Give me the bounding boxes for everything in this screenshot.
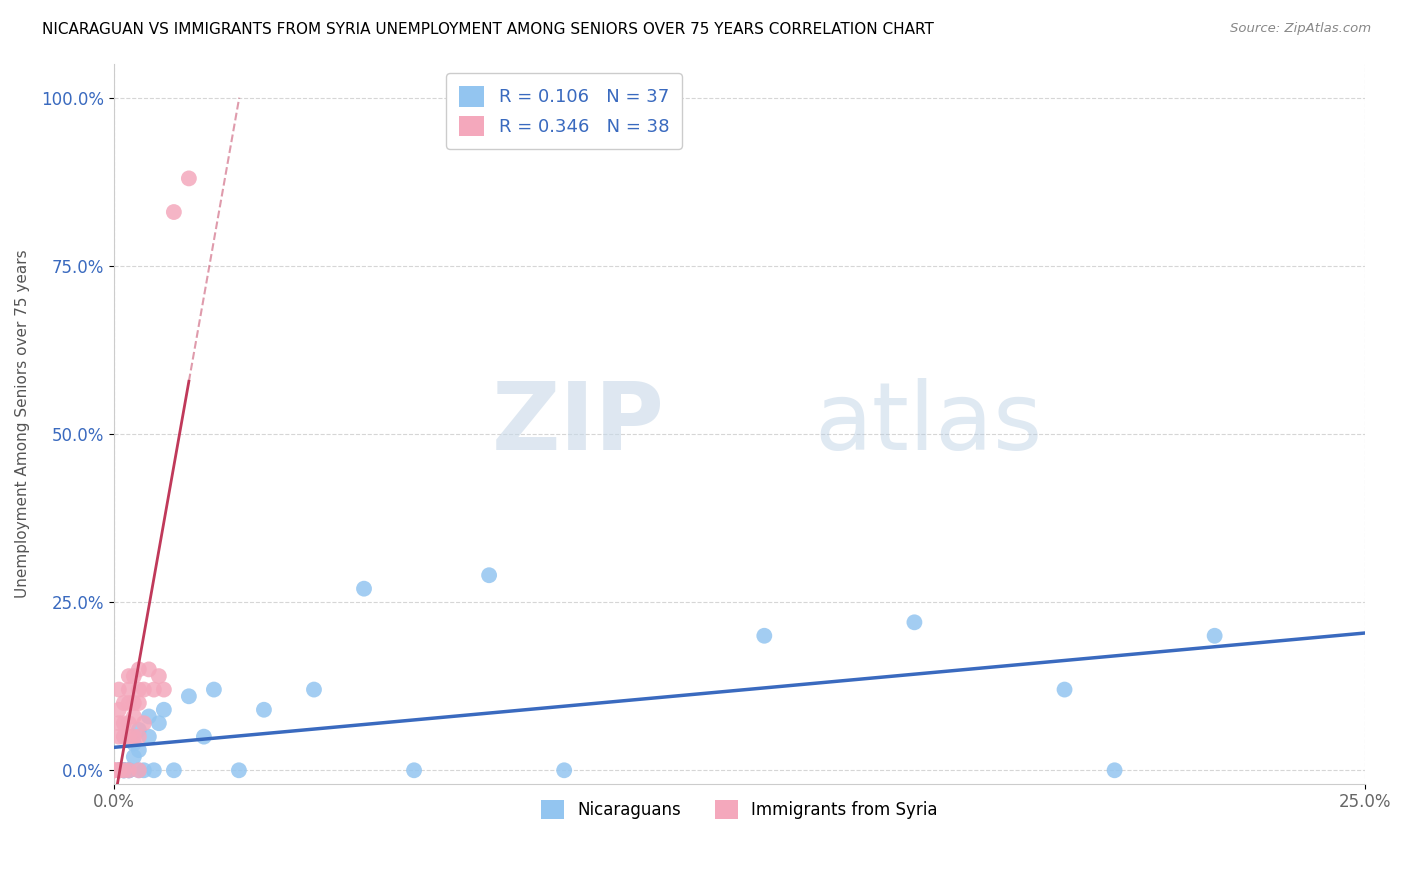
Point <box>108 764 131 778</box>
Point <box>118 764 141 778</box>
Point <box>177 171 200 186</box>
Point <box>1104 764 1126 778</box>
Point <box>118 716 141 731</box>
Point <box>122 669 145 683</box>
Point <box>112 764 135 778</box>
Point <box>103 764 125 778</box>
Point <box>128 662 150 676</box>
Point <box>193 730 215 744</box>
Point <box>122 730 145 744</box>
Point <box>112 696 135 710</box>
Point <box>108 682 131 697</box>
Point <box>754 629 776 643</box>
Point <box>132 716 155 731</box>
Point <box>103 764 125 778</box>
Point <box>128 682 150 697</box>
Point <box>122 709 145 723</box>
Point <box>163 205 186 219</box>
Point <box>112 716 135 731</box>
Point <box>128 723 150 737</box>
Point <box>253 703 276 717</box>
Point <box>108 716 131 731</box>
Point <box>108 764 131 778</box>
Point <box>138 709 160 723</box>
Point <box>118 730 141 744</box>
Point <box>118 669 141 683</box>
Point <box>153 682 176 697</box>
Text: atlas: atlas <box>814 378 1043 470</box>
Text: ZIP: ZIP <box>491 378 664 470</box>
Point <box>118 764 141 778</box>
Point <box>148 716 170 731</box>
Point <box>128 764 150 778</box>
Point <box>163 764 186 778</box>
Point <box>108 764 131 778</box>
Point <box>122 696 145 710</box>
Point <box>118 696 141 710</box>
Point <box>128 743 150 757</box>
Point <box>1204 629 1226 643</box>
Point <box>132 682 155 697</box>
Text: Source: ZipAtlas.com: Source: ZipAtlas.com <box>1230 22 1371 36</box>
Point <box>128 730 150 744</box>
Point <box>118 682 141 697</box>
Point <box>353 582 375 596</box>
Point <box>177 690 200 704</box>
Point <box>1053 682 1076 697</box>
Point <box>142 682 165 697</box>
Point <box>108 703 131 717</box>
Point <box>153 703 176 717</box>
Point <box>148 669 170 683</box>
Point <box>402 764 425 778</box>
Point <box>122 749 145 764</box>
Point <box>108 764 131 778</box>
Point <box>302 682 325 697</box>
Point <box>112 730 135 744</box>
Point <box>118 764 141 778</box>
Point <box>108 730 131 744</box>
Legend: Nicaraguans, Immigrants from Syria: Nicaraguans, Immigrants from Syria <box>534 793 945 826</box>
Point <box>138 662 160 676</box>
Point <box>478 568 501 582</box>
Point <box>138 730 160 744</box>
Point <box>553 764 575 778</box>
Text: NICARAGUAN VS IMMIGRANTS FROM SYRIA UNEMPLOYMENT AMONG SENIORS OVER 75 YEARS COR: NICARAGUAN VS IMMIGRANTS FROM SYRIA UNEM… <box>42 22 934 37</box>
Point <box>128 696 150 710</box>
Point <box>903 615 925 630</box>
Point <box>128 764 150 778</box>
Point <box>122 736 145 750</box>
Point <box>112 764 135 778</box>
Point <box>202 682 225 697</box>
Point <box>108 764 131 778</box>
Point <box>103 764 125 778</box>
Point <box>112 764 135 778</box>
Point <box>228 764 250 778</box>
Point <box>142 764 165 778</box>
Y-axis label: Unemployment Among Seniors over 75 years: Unemployment Among Seniors over 75 years <box>15 250 30 599</box>
Point <box>112 764 135 778</box>
Point <box>132 764 155 778</box>
Point <box>108 764 131 778</box>
Point <box>112 764 135 778</box>
Point <box>103 764 125 778</box>
Point <box>118 764 141 778</box>
